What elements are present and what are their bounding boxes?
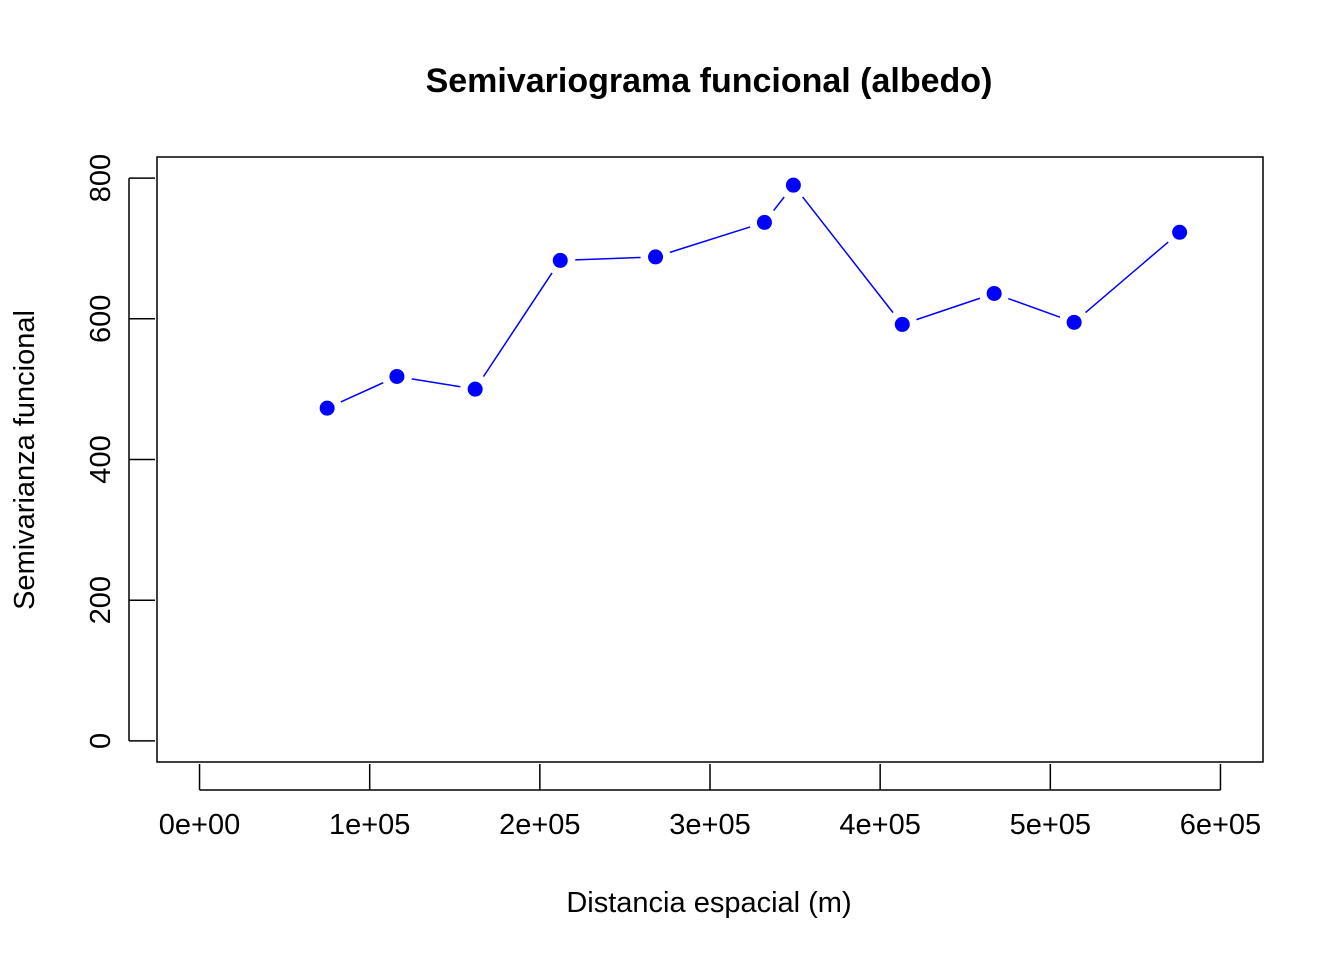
data-point (986, 285, 1002, 301)
x-tick-label: 5e+05 (1010, 809, 1091, 841)
data-point (648, 249, 664, 265)
series-line-segment (916, 297, 981, 321)
y-tick-label: 800 (85, 154, 117, 202)
x-tick-label: 4e+05 (839, 809, 920, 841)
data-point (467, 381, 483, 397)
series-line-segment (802, 196, 894, 314)
x-tick-label: 2e+05 (499, 809, 580, 841)
x-tick-label: 0e+00 (159, 809, 240, 841)
series-line-segment (411, 378, 461, 388)
series-line-segment (773, 196, 785, 212)
x-axis: 0e+00 1e+05 2e+05 3e+05 4e+05 5e+05 6e+05 (159, 764, 1261, 841)
y-tick-label: 600 (85, 295, 117, 343)
data-point (1066, 314, 1082, 330)
series-line-segment (1085, 241, 1169, 314)
y-tick-label: 0 (85, 733, 117, 749)
data-point (894, 316, 910, 332)
data-point (1172, 224, 1188, 240)
series-line-segment (575, 256, 641, 261)
x-tick-label: 1e+05 (329, 809, 410, 841)
chart-title: Semivariograma funcional (albedo) (426, 62, 993, 100)
y-axis-label: Semivarianza funcional (9, 310, 41, 610)
plot-frame (156, 156, 1264, 763)
data-point (389, 368, 405, 384)
series-line-segment (1008, 297, 1061, 318)
series-line-segment (340, 382, 384, 403)
y-axis: 0 200 400 600 800 (85, 154, 155, 749)
data-point (785, 177, 801, 193)
y-tick-label: 200 (85, 576, 117, 624)
series-line-segment (669, 226, 751, 254)
data-point (756, 214, 772, 230)
x-tick-label: 3e+05 (669, 809, 750, 841)
x-axis-label: Distancia espacial (m) (566, 887, 851, 919)
x-tick-label: 6e+05 (1180, 809, 1261, 841)
series-layer (319, 177, 1188, 416)
data-point (319, 400, 335, 416)
series-line-segment (482, 272, 553, 378)
y-tick-label: 400 (85, 435, 117, 483)
data-point (552, 252, 568, 268)
